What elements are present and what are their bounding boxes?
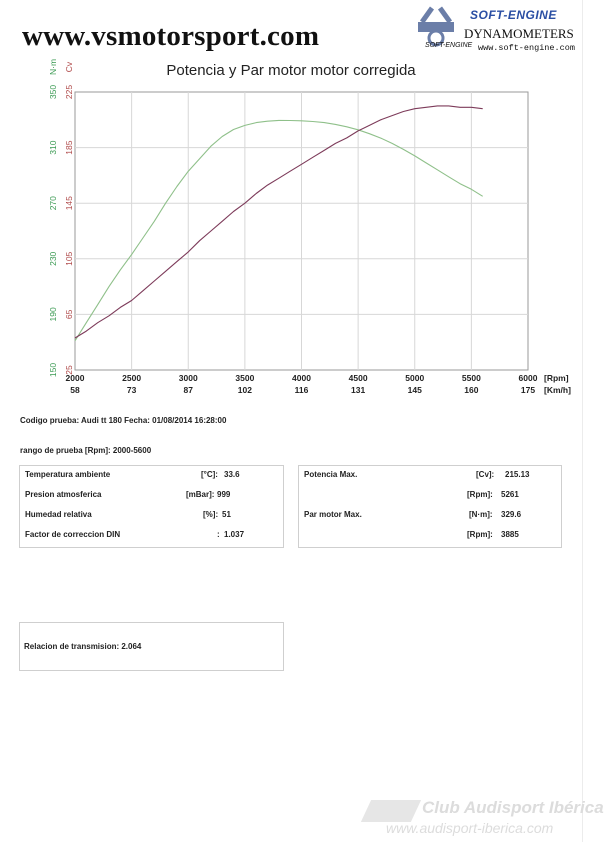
condition-unit: [mBar]: xyxy=(186,490,215,499)
test-range: rango de prueba [Rpm]: 2000-5600 xyxy=(20,446,152,455)
condition-label: Presion atmosferica xyxy=(25,490,102,499)
y-tick-nm: 150 xyxy=(48,363,58,377)
result-label: Potencia Max. xyxy=(304,470,358,479)
y-unit-nm: N·m xyxy=(48,59,58,75)
watermark-logo-icon xyxy=(360,800,422,822)
y-unit-cv: Cv xyxy=(64,61,74,72)
watermark-url: www.audisport-iberica.com xyxy=(386,820,554,836)
y-tick-nm: 310 xyxy=(48,140,58,154)
x-tick-kmh: 102 xyxy=(238,385,252,395)
scan-edge-line xyxy=(582,0,583,842)
result-unit: [Cv]: xyxy=(476,470,495,479)
condition-unit: : xyxy=(217,530,220,539)
power-curve xyxy=(74,105,483,339)
chart-title: Potencia y Par motor motor corregida xyxy=(166,62,416,79)
dyno-chart: 2000 58 2500 73 3000 87 3500 102 4000 116 4500 131 5… xyxy=(48,59,571,395)
y-tick-cv: 225 xyxy=(64,85,74,99)
y-tick-nm: 190 xyxy=(48,307,58,321)
conditions-panel: Temperatura ambiente [°C]: 33.6 Presion … xyxy=(19,465,284,548)
brand-url: www.soft-engine.com xyxy=(478,43,575,53)
x-tick-rpm: 4000 xyxy=(292,373,311,383)
result-row: [Rpm]: 3885 xyxy=(299,530,561,542)
condition-label: Temperatura ambiente xyxy=(25,470,111,479)
y-tick-cv: 105 xyxy=(64,251,74,265)
condition-value: 1.037 xyxy=(224,530,245,539)
result-row: [Rpm]: 5261 xyxy=(299,490,561,502)
x-tick-rpm: 6000 xyxy=(519,373,538,383)
result-value: 5261 xyxy=(501,490,519,499)
torque-curve xyxy=(74,119,483,342)
result-unit: [Rpm]: xyxy=(467,490,493,499)
x-tick-kmh: 58 xyxy=(70,385,80,395)
condition-row: Factor de correccion DIN : 1.037 xyxy=(20,530,283,542)
x-tick-rpm: 5500 xyxy=(462,373,481,383)
condition-row: Humedad relativa [%]: 51 xyxy=(20,510,283,522)
result-unit: [Rpm]: xyxy=(467,530,493,539)
condition-value: 33.6 xyxy=(224,470,240,479)
condition-value: 51 xyxy=(222,510,231,519)
x-tick-kmh: 116 xyxy=(295,385,309,395)
y-tick-nm: 270 xyxy=(48,196,58,210)
result-value: 215.13 xyxy=(505,470,530,479)
y-tick-cv: 65 xyxy=(64,309,74,319)
x-tick-rpm: 2000 xyxy=(66,373,85,383)
brand-logo-text: SOFT-ENGINE xyxy=(470,8,557,22)
x-unit-rpm: [Rpm] xyxy=(544,373,569,383)
condition-unit: [%]: xyxy=(203,510,219,519)
x-tick-kmh: 131 xyxy=(351,385,365,395)
condition-value: 999 xyxy=(217,490,231,499)
condition-label: Factor de correccion DIN xyxy=(25,530,121,539)
result-unit: [N·m]: xyxy=(469,510,493,519)
y-tick-cv: 145 xyxy=(64,196,74,210)
engine-logo-icon xyxy=(418,6,454,47)
x-tick-kmh: 73 xyxy=(127,385,137,395)
x-tick-kmh: 175 xyxy=(521,385,535,395)
x-tick-rpm: 4500 xyxy=(349,373,368,383)
transmission-panel: Relacion de transmision: 2.064 xyxy=(19,622,284,671)
watermark-name: Club Audisport Ibérica xyxy=(422,798,604,817)
results-panel: Potencia Max. [Cv]: 215.13 [Rpm]: 5261 P… xyxy=(298,465,562,548)
result-value: 329.6 xyxy=(501,510,522,519)
site-title: www.vsmotorsport.com xyxy=(22,20,320,52)
condition-row: Temperatura ambiente [°C]: 33.6 xyxy=(20,470,283,482)
result-row: Par motor Max. [N·m]: 329.6 xyxy=(299,510,561,522)
x-tick-kmh: 160 xyxy=(464,385,478,395)
x-tick-rpm: 5000 xyxy=(405,373,424,383)
condition-label: Humedad relativa xyxy=(25,510,92,519)
x-tick-rpm: 3000 xyxy=(179,373,198,383)
y-tick-cv: 185 xyxy=(64,140,74,154)
result-value: 3885 xyxy=(501,530,519,539)
y-tick-nm: 230 xyxy=(48,251,58,265)
brand-sub-text: SOFT-ENGINE xyxy=(425,42,473,49)
x-tick-kmh: 145 xyxy=(408,385,422,395)
brand-tagline: DYNAMOMETERS xyxy=(464,26,574,41)
x-unit-kmh: [Km/h] xyxy=(544,385,571,395)
x-tick-kmh: 87 xyxy=(184,385,194,395)
result-row: Potencia Max. [Cv]: 215.13 xyxy=(299,470,561,482)
y-tick-cv: 25 xyxy=(64,365,74,375)
x-tick-rpm: 2500 xyxy=(122,373,141,383)
result-label: Par motor Max. xyxy=(304,510,362,519)
condition-row: Presion atmosferica [mBar]: 999 xyxy=(20,490,283,502)
y-tick-nm: 350 xyxy=(48,85,58,99)
condition-unit: [°C]: xyxy=(201,470,218,479)
watermark: Club Audisport Ibérica www.audisport-ibe… xyxy=(360,796,612,842)
x-tick-rpm: 3500 xyxy=(235,373,254,383)
transmission-ratio: Relacion de transmision: 2.064 xyxy=(24,642,142,651)
test-info: Codigo prueba: Audi tt 180 Fecha: 01/08/… xyxy=(20,416,227,425)
